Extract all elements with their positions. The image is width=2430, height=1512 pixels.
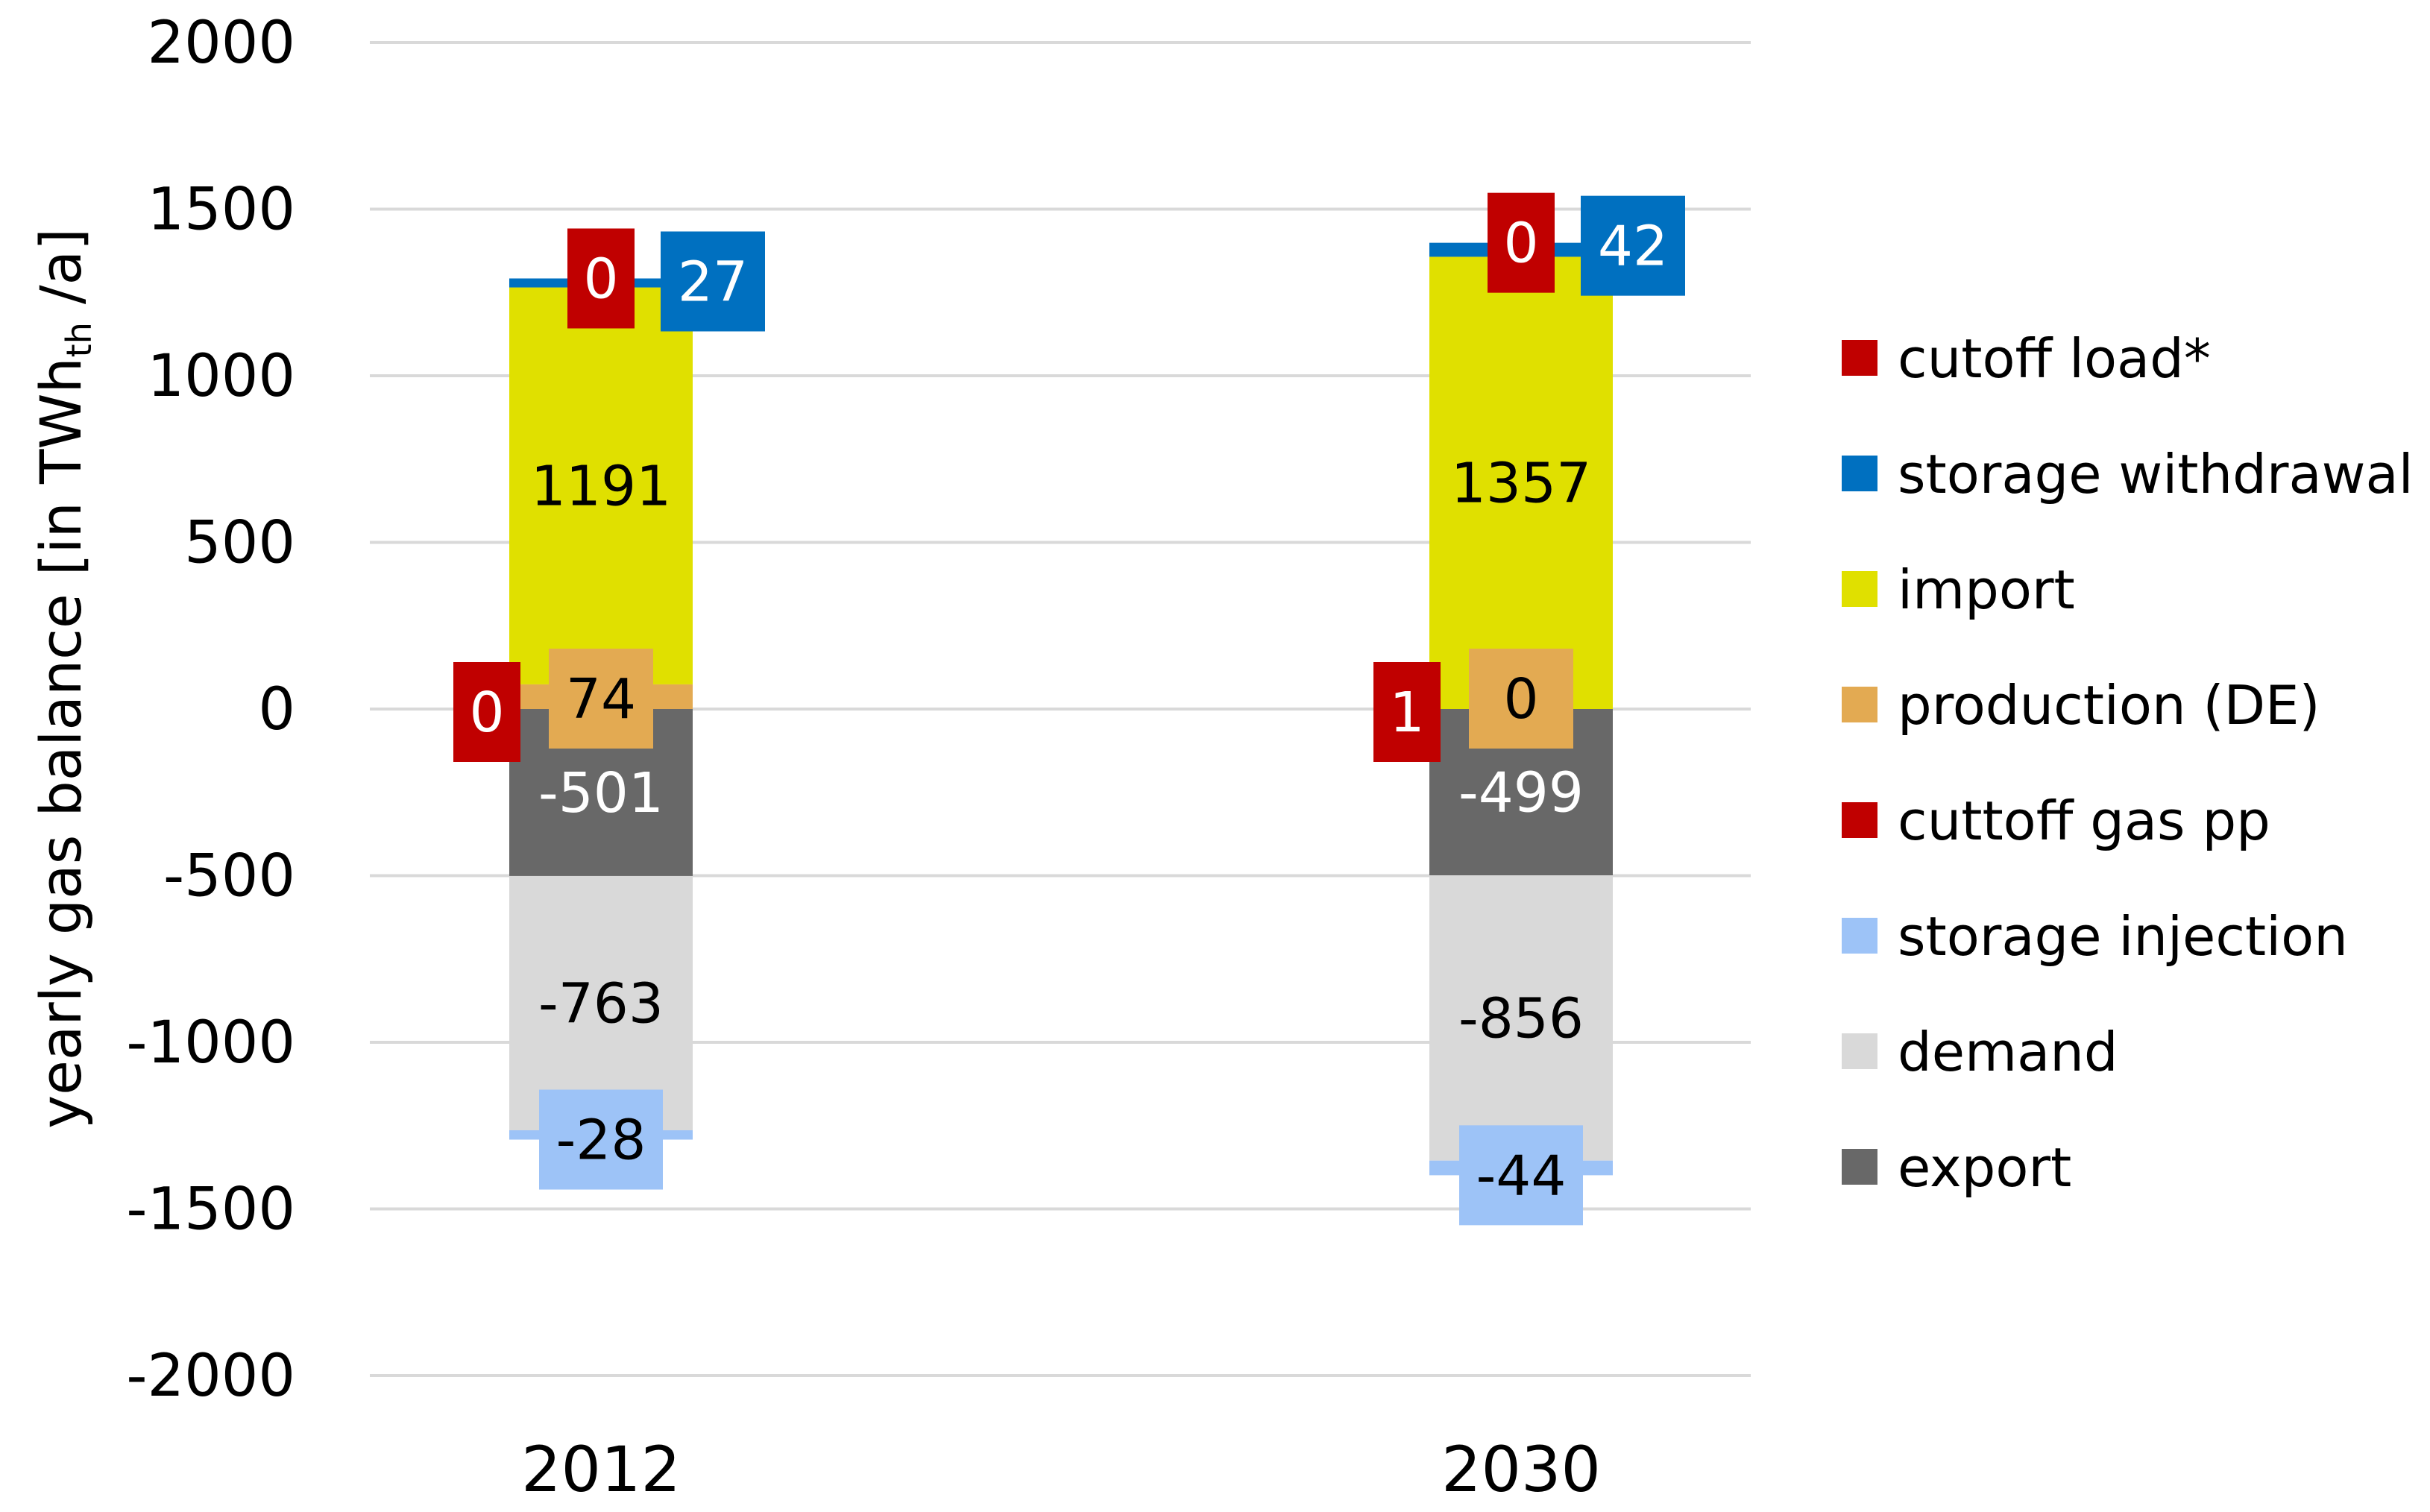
y-tick-label: 500	[184, 510, 295, 577]
bar-segment-import	[1429, 256, 1613, 709]
cuttoff-gas-pp-label: 1	[1389, 681, 1424, 745]
legend-swatch-storage-injection	[1842, 918, 1877, 954]
legend-swatch-cutoff-load	[1842, 340, 1877, 376]
import-label: 1191	[531, 455, 671, 519]
cuttoff-gas-pp-label-box	[453, 662, 520, 762]
cutoff-load-label: 0	[1503, 212, 1538, 276]
y-tick-label: -2000	[126, 1343, 295, 1410]
y-tick-label: 0	[258, 676, 295, 743]
y-axis-label-suffix: /a]	[28, 228, 94, 322]
y-axis-label: yearly gas balance [in TWhth /a]	[28, 228, 99, 1129]
y-axis-label-main: yearly gas balance [in TWh	[28, 357, 94, 1129]
cutoff-load-label-box	[1488, 192, 1555, 293]
demand-label: -763	[538, 971, 664, 1036]
legend-label-storage-injection: storage injection	[1898, 905, 2348, 968]
y-tick-label: -500	[163, 843, 295, 910]
cutoff-load-label: 0	[583, 247, 618, 311]
legend: cutoff load* storage withdrawal import prod…	[1842, 327, 2414, 1199]
export-label: -499	[1458, 761, 1584, 825]
legend-label-cuttoff-gas-pp: cuttoff gas pp	[1898, 790, 2270, 852]
y-tick-label: 1500	[147, 177, 295, 244]
export-label: -501	[538, 761, 664, 825]
legend-label-import: import	[1898, 558, 2075, 621]
legend-label-cutoff-load: cutoff load*	[1898, 327, 2211, 390]
legend-label-production-de: production (DE)	[1898, 674, 2320, 737]
y-tick-label: 1000	[147, 343, 295, 410]
y-tick-label: -1000	[126, 1009, 295, 1077]
storage-withdrawal-label: 27	[678, 250, 748, 314]
bar-segment-demand	[509, 875, 693, 1131]
import-label: 1357	[1451, 452, 1591, 516]
legend-swatch-demand	[1842, 1033, 1877, 1069]
x-axis-categories: 2012 2030	[521, 1433, 1601, 1506]
legend-label-demand: demand	[1898, 1021, 2118, 1083]
legend-label-export: export	[1898, 1136, 2071, 1199]
y-tick-label: -1500	[126, 1176, 295, 1244]
bar-segment-import	[509, 287, 693, 684]
storage-withdrawal-label: 42	[1598, 215, 1668, 279]
data-labels: 1191 -501 -763 0 27 74 0 -28 1357 -499 -856 0 42 0 1 -4…	[453, 192, 1685, 1226]
cutoff-load-label-box	[567, 228, 635, 329]
storage-injection-label-box	[539, 1089, 663, 1190]
x-tick-label: 2030	[1441, 1433, 1601, 1506]
demand-label: -856	[1458, 986, 1584, 1050]
cuttoff-gas-pp-label: 0	[469, 681, 504, 745]
legend-swatch-export	[1842, 1149, 1877, 1185]
legend-swatch-production-de	[1842, 687, 1877, 722]
legend-swatch-storage-withdrawal	[1842, 456, 1877, 491]
storage-withdrawal-label-box	[661, 231, 765, 332]
bar-segment-demand	[1429, 875, 1613, 1161]
storage-withdrawal-label-box	[1581, 195, 1685, 296]
production-de-label: 74	[566, 667, 636, 731]
legend-label-storage-withdrawal: storage withdrawal	[1898, 443, 2414, 505]
cuttoff-gas-pp-label-box	[1373, 662, 1441, 762]
production-de-label: 0	[1503, 667, 1538, 731]
y-axis-label-subscript: th	[59, 322, 99, 357]
production-de-label-box	[1469, 649, 1573, 749]
y-axis-ticks: 2000 1500 1000 500 0 -500 -1000 -1500 -2000	[126, 10, 295, 1410]
production-de-label-box	[549, 649, 653, 749]
storage-injection-label-box	[1459, 1125, 1583, 1226]
legend-swatch-import	[1842, 571, 1877, 607]
legend-swatch-cuttoff-gas-pp	[1842, 802, 1877, 838]
storage-injection-label: -44	[1476, 1144, 1567, 1208]
y-tick-label: 2000	[147, 10, 295, 77]
storage-injection-label: -28	[556, 1109, 646, 1173]
x-tick-label: 2012	[521, 1433, 681, 1506]
